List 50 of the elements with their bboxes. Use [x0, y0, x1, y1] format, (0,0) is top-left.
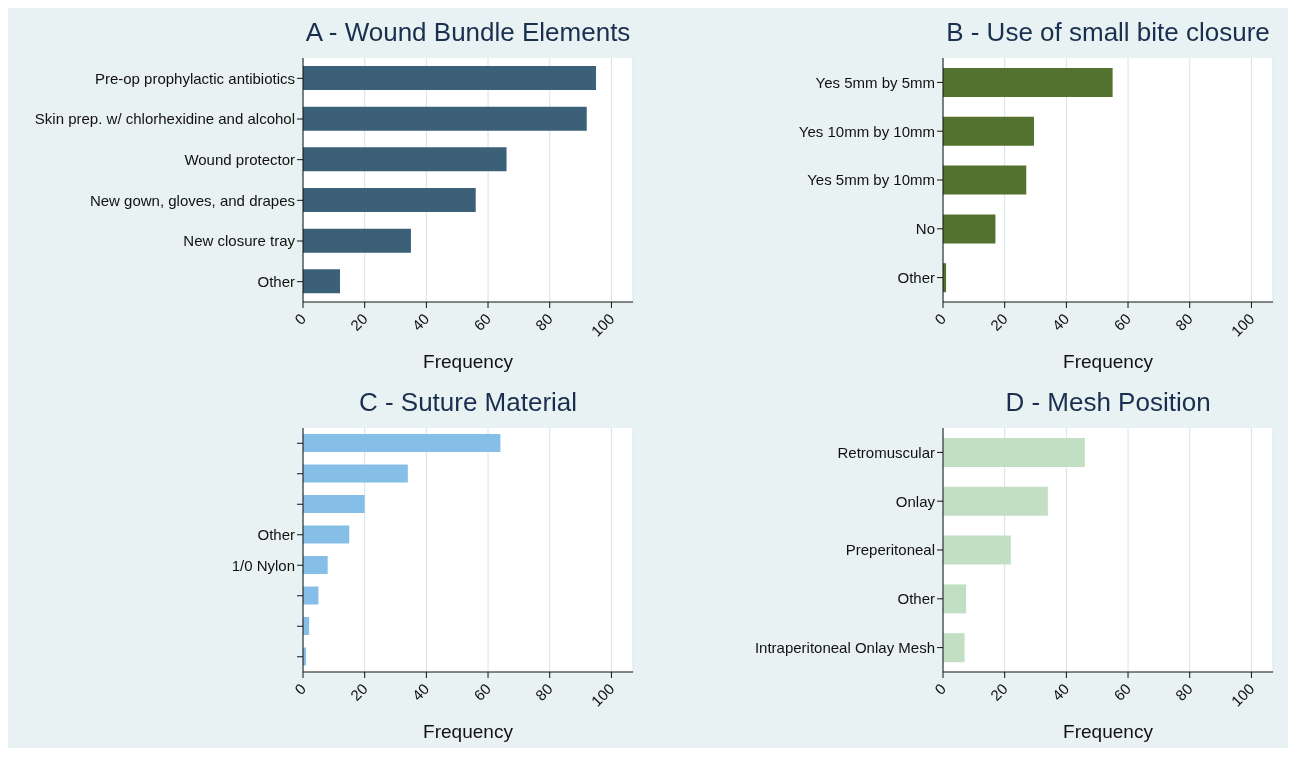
y-tick-label: Yes 5mm by 10mm: [807, 171, 935, 189]
x-tick-label: 100: [587, 679, 618, 710]
y-tick-label: Other: [257, 526, 295, 544]
x-tick-label: 0: [931, 679, 950, 698]
y-tick-label: Retromuscular: [837, 443, 935, 461]
x-tick-label: 80: [1171, 679, 1196, 704]
x-tick-label: 20: [346, 679, 371, 704]
y-tick-label: New gown, gloves, and drapes: [89, 191, 295, 209]
x-tick-label: 40: [408, 679, 433, 704]
x-tick-label: 80: [1171, 309, 1196, 334]
y-tick-label: Onlay: [895, 492, 936, 510]
y-tick-label: New closure tray: [183, 232, 296, 250]
x-tick-label: 80: [531, 309, 556, 334]
x-tick-label: 80: [531, 679, 556, 704]
x-tick-label: 100: [1227, 679, 1258, 710]
y-tick-label: Other: [897, 590, 935, 608]
x-axis-title: Frequency: [423, 351, 514, 372]
y-tick-label: Intraperitoneal Onlay Mesh: [754, 638, 935, 656]
chart-title: A - Wound Bundle Elements: [304, 16, 632, 49]
x-tick-label: 100: [1227, 309, 1258, 340]
y-tick-label: Pre-op prophylactic antibiotics: [94, 69, 295, 87]
x-axis-title: Frequency: [1063, 721, 1154, 742]
x-tick-label: 40: [1048, 679, 1073, 704]
x-tick-label: 0: [291, 309, 310, 328]
x-tick-label: 0: [931, 309, 950, 328]
x-tick-label: 20: [986, 309, 1011, 334]
y-tick-label: Skin prep. w/ chlorhexidine and alcohol: [34, 110, 295, 128]
x-tick-label: 20: [986, 679, 1011, 704]
y-tick-label: Other: [897, 268, 935, 286]
x-tick-label: 20: [346, 309, 371, 334]
chart-title: D - Mesh Position: [1004, 386, 1212, 419]
x-tick-label: 40: [1048, 309, 1073, 334]
x-tick-label: 60: [1110, 679, 1135, 704]
x-tick-label: 60: [470, 679, 495, 704]
y-tick-label: Preperitoneal: [845, 541, 935, 559]
y-tick-label: Yes 5mm by 5mm: [815, 73, 935, 91]
y-tick-label: Wound protector: [184, 150, 295, 168]
x-tick-label: 60: [470, 309, 495, 334]
y-tick-label: 1/0 Nylon: [231, 556, 295, 574]
x-tick-label: 100: [587, 309, 618, 340]
x-axis-title: Frequency: [1063, 351, 1154, 372]
chart-title: B - Use of small bite closure: [945, 16, 1271, 49]
y-tick-label: No: [915, 220, 935, 238]
x-tick-label: 60: [1110, 309, 1135, 334]
x-tick-label: 40: [408, 309, 433, 334]
x-tick-label: 0: [291, 679, 310, 698]
y-tick-label: Yes 10mm by 10mm: [798, 122, 935, 140]
chart-title: C - Suture Material: [357, 386, 579, 419]
y-tick-label: Other: [257, 272, 295, 290]
x-axis-title: Frequency: [423, 721, 514, 742]
